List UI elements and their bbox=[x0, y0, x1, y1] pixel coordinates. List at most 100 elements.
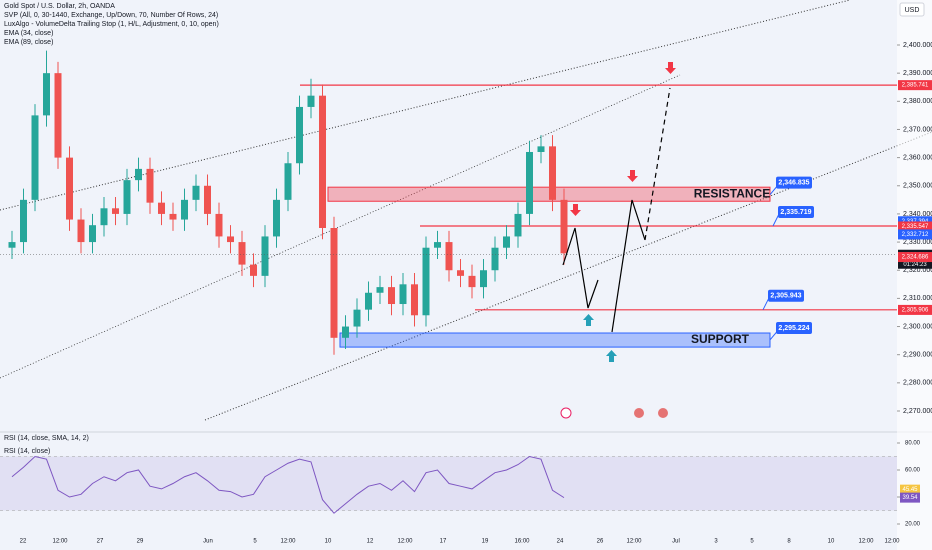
price-tag-label: 2,305.943 bbox=[770, 293, 801, 300]
support-label: SUPPORT bbox=[691, 332, 750, 346]
projection-path bbox=[562, 199, 646, 333]
x-tick-label: 16:00 bbox=[514, 539, 530, 545]
candle-body bbox=[434, 242, 441, 248]
x-tick-label: 5 bbox=[253, 539, 257, 545]
axis-price-tag-label: 2,332.712 bbox=[902, 232, 929, 238]
currency: USD bbox=[905, 7, 920, 14]
x-tick-label: 22 bbox=[20, 539, 27, 545]
resistance-label: RESISTANCE bbox=[694, 186, 770, 200]
rsi-tick-label: 20.00 bbox=[905, 522, 921, 528]
x-tick-label: 24 bbox=[557, 539, 564, 545]
x-tick-label: 10 bbox=[828, 539, 835, 545]
x-tick-label: 10 bbox=[325, 539, 332, 545]
rsi-tag-label: 45.45 bbox=[902, 487, 918, 493]
rsi-line bbox=[11, 455, 565, 514]
legend-line: SVP (All, 0, 30-1440, Exchange, Up/Down,… bbox=[4, 12, 218, 19]
y-tick-label: 2,270.000 bbox=[903, 408, 932, 415]
candle-body bbox=[330, 228, 338, 338]
support-zone bbox=[339, 332, 771, 348]
y-tick-label: 2,340.000 bbox=[903, 211, 932, 218]
y-tick-label: 2,300.000 bbox=[903, 323, 932, 330]
channel-upper bbox=[0, 0, 851, 211]
candle-body bbox=[399, 284, 407, 305]
candle-body bbox=[261, 236, 269, 276]
event-icon[interactable] bbox=[634, 408, 644, 418]
price-tag-label: 2,335.719 bbox=[780, 209, 811, 216]
candle-body bbox=[54, 73, 62, 158]
axis-labels: 2,400.000 2,390.000 2,380.000 2,370.000 2,36… bbox=[20, 42, 932, 545]
currency-box bbox=[899, 2, 925, 17]
candle-body bbox=[319, 95, 326, 228]
candle-body bbox=[273, 199, 280, 237]
candle-body bbox=[215, 213, 223, 237]
candle-body bbox=[158, 202, 165, 214]
price-tag bbox=[776, 176, 812, 189]
event-icon[interactable] bbox=[658, 408, 668, 418]
rsi-pane bbox=[0, 455, 897, 514]
y-tick-label: 2,310.000 bbox=[903, 295, 932, 302]
channel-mid bbox=[0, 74, 681, 379]
price-tag-label: 2,346.835 bbox=[778, 180, 809, 187]
price-tag bbox=[778, 205, 814, 218]
projection-dashed bbox=[644, 87, 671, 241]
x-tick-label: 3 bbox=[714, 539, 718, 545]
candle-body bbox=[422, 247, 430, 316]
candle-body bbox=[112, 208, 119, 214]
y-tick-label: 2,330.000 bbox=[903, 239, 932, 246]
candle-body bbox=[8, 242, 16, 248]
x-tick-label: 12:00 bbox=[858, 539, 874, 545]
rsi-tag bbox=[900, 492, 920, 503]
candle-body bbox=[307, 95, 315, 107]
candle-body bbox=[491, 247, 499, 271]
price-axis bbox=[897, 0, 932, 550]
candle-body bbox=[503, 236, 510, 248]
axis-price-tag-label: 2,385.741 bbox=[902, 83, 929, 89]
event-icon[interactable] bbox=[560, 407, 572, 419]
rsi-tag-label: 39.54 bbox=[902, 495, 918, 501]
candle-body bbox=[227, 236, 234, 243]
x-tick-label: 8 bbox=[787, 539, 791, 545]
candle-body bbox=[181, 199, 188, 220]
rsi-legend: RSI (14, close) bbox=[4, 448, 50, 455]
y-tick-label: 2,350.000 bbox=[903, 183, 932, 190]
candle-body bbox=[20, 199, 27, 243]
candle-body bbox=[77, 219, 85, 243]
legend-line: EMA (34, close) bbox=[4, 30, 53, 37]
candle-body bbox=[376, 287, 384, 293]
candle-body bbox=[342, 326, 349, 338]
price-tag bbox=[776, 321, 812, 334]
candle-body bbox=[445, 242, 453, 271]
candle-body bbox=[526, 151, 533, 214]
x-tick-label: 12:00 bbox=[626, 539, 642, 545]
x-tick-label: 17 bbox=[440, 539, 447, 545]
x-tick-label: 12:00 bbox=[397, 539, 413, 545]
axis-price-tag-label: 2,324.686 bbox=[902, 255, 929, 261]
candle-body bbox=[66, 157, 73, 220]
price-tag bbox=[768, 289, 804, 302]
candle-body bbox=[100, 208, 108, 226]
x-tick-label: 12:00 bbox=[52, 539, 68, 545]
x-tick-label: 12:00 bbox=[884, 539, 900, 545]
candle-body bbox=[388, 287, 395, 305]
candle-body bbox=[238, 242, 246, 265]
legend-line: LuxAlgo - VolumeDelta Trailing Stop (1, … bbox=[4, 21, 219, 28]
candle-body bbox=[549, 146, 556, 200]
countdown-box bbox=[898, 259, 932, 269]
candle-body bbox=[514, 213, 522, 237]
x-tick-label: 19 bbox=[482, 539, 489, 545]
price-tag-label: 2,295.224 bbox=[778, 325, 809, 332]
candle-body bbox=[169, 213, 177, 220]
y-tick-label: 2,320.000 bbox=[903, 267, 932, 274]
x-tick-label: 12:00 bbox=[280, 539, 296, 545]
candle-body bbox=[560, 199, 568, 254]
x-tick-label: Jul bbox=[672, 539, 680, 545]
rsi-tick-label: 80.00 bbox=[905, 441, 921, 447]
candle-body bbox=[31, 115, 39, 200]
axis-price-tag bbox=[898, 221, 932, 232]
candle-body bbox=[123, 180, 131, 214]
candle-body bbox=[411, 284, 418, 316]
axis-price-tag bbox=[898, 304, 932, 315]
x-tick-label: 27 bbox=[97, 539, 104, 545]
